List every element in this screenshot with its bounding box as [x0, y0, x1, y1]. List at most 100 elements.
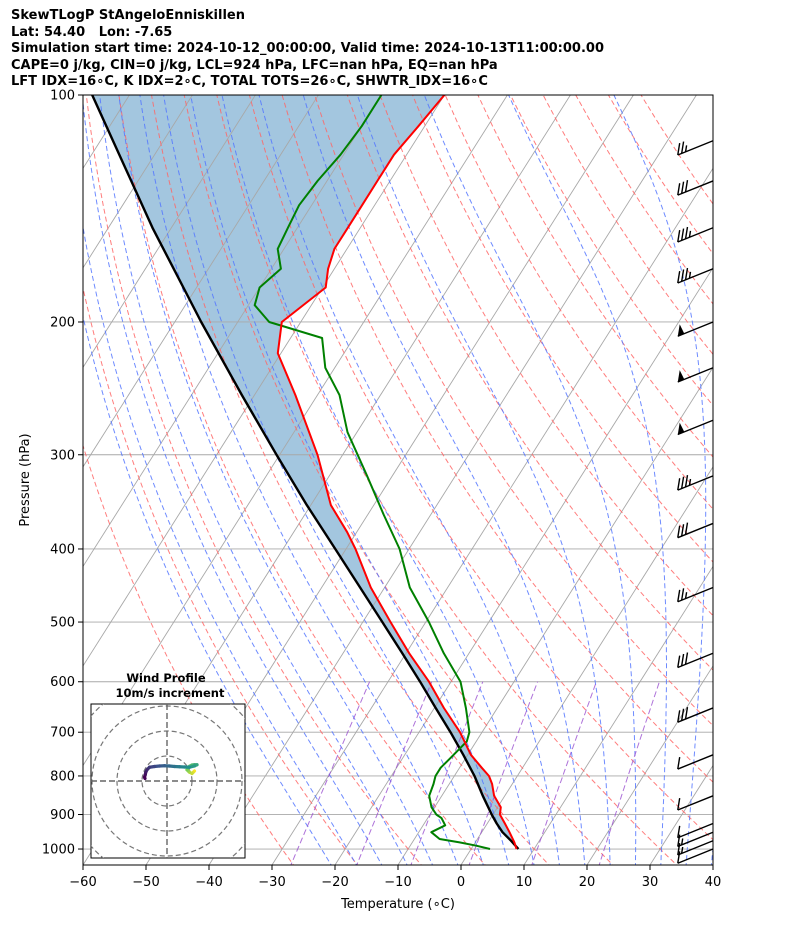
y-tick-label: 200	[50, 315, 75, 330]
wind-barb	[677, 652, 714, 669]
isotherm-line	[334, 267, 713, 865]
parcel-profile-line	[91, 95, 520, 850]
dry-adiabat-line	[379, 95, 713, 617]
dry-adiabat-line	[575, 95, 713, 305]
dry-adiabat-line	[83, 443, 295, 865]
dry-adiabat-line	[314, 95, 713, 727]
moist-adiabat-line	[83, 224, 358, 865]
dry-adiabat-line	[281, 95, 713, 783]
wind-barb	[677, 522, 714, 539]
dry-adiabat-line	[248, 95, 713, 841]
wind-barb	[677, 848, 714, 864]
temperature-line	[276, 95, 518, 850]
title-line-cape: CAPE=0 j/kg, CIN=0 j/kg, LCL=924 hPa, LF…	[11, 57, 498, 73]
x-tick-label: −60	[69, 875, 96, 890]
mixing-ratio-line	[468, 681, 539, 865]
dry-adiabat-line	[183, 95, 614, 865]
isotherm-line	[83, 95, 319, 468]
dry-adiabat-line	[412, 95, 713, 563]
figure-title: SkewTLogP StAngeloEnniskillen Lat: 54.40…	[11, 8, 604, 91]
wind-barb	[677, 419, 714, 436]
moist-adiabat-line	[99, 95, 408, 865]
isotherm-line	[83, 95, 193, 269]
moist-adiabat-line	[736, 95, 794, 868]
y-tick-label: 700	[50, 726, 75, 741]
y-tick-label: 100	[50, 89, 75, 104]
isotherm-line	[712, 864, 713, 865]
wind-barb	[677, 367, 714, 383]
wind-barb	[677, 840, 714, 856]
title-line-station: SkewTLogP StAngeloEnniskillen	[11, 8, 245, 23]
x-tick-label: −50	[132, 875, 159, 890]
x-tick-label: 30	[642, 875, 659, 890]
wind-barb	[677, 754, 714, 770]
isotherm-line	[523, 565, 713, 865]
x-tick-label: −40	[195, 875, 222, 890]
moist-adiabat-line	[118, 95, 434, 865]
isotherm-line	[83, 95, 382, 568]
mixing-ratio-line	[598, 681, 660, 865]
wind-barb	[677, 474, 714, 491]
wind-barb	[677, 180, 714, 196]
x-tick-label: −30	[258, 875, 285, 890]
moist-adiabat-line	[83, 97, 383, 865]
dry-adiabat-line	[83, 286, 359, 865]
dry-adiabat-line	[346, 95, 713, 671]
wind-barb	[677, 321, 714, 337]
hodograph-subtitle: 10m/s increment	[116, 686, 225, 700]
dry-adiabat-line	[118, 95, 486, 865]
hodograph-title: Wind Profile	[126, 671, 206, 685]
y-tick-label: 900	[50, 808, 75, 823]
x-tick-label: 0	[457, 875, 465, 890]
mixing-ratio-line	[531, 681, 597, 865]
wind-barb	[677, 140, 714, 156]
moist-adiabat-line	[613, 95, 707, 865]
moist-adiabat-line	[302, 95, 586, 865]
y-tick-label: 300	[50, 448, 75, 463]
isotherm-line	[83, 95, 445, 667]
moist-adiabat-line	[423, 95, 637, 865]
isotherm-line	[397, 366, 713, 865]
y-tick-label: 500	[50, 616, 75, 631]
moist-adiabat-line	[163, 95, 484, 865]
dry-adiabat-line	[216, 95, 678, 865]
moist-adiabat-line	[221, 95, 535, 865]
wind-barb	[677, 267, 714, 284]
dry-adiabat-line	[444, 95, 713, 510]
dry-adiabat-line	[477, 95, 713, 458]
isotherm-line	[460, 466, 713, 865]
wind-barb	[677, 707, 714, 723]
isotherm-line	[649, 764, 713, 865]
isotherm-line	[271, 167, 713, 865]
moist-adiabat-line	[356, 95, 611, 865]
mixing-ratio-line	[356, 681, 433, 865]
wind-barbs-layer	[677, 140, 714, 864]
moist-adiabat-line	[190, 95, 510, 865]
x-tick-label: −20	[321, 875, 348, 890]
x-tick-label: 10	[516, 875, 533, 890]
y-tick-label: 1000	[42, 843, 75, 858]
x-tick-label: −10	[384, 875, 411, 890]
y-tick-label: 400	[50, 542, 75, 557]
profile-lines-layer	[91, 95, 520, 850]
dry-adiabat-line	[151, 95, 550, 865]
dry-adiabat-line	[640, 95, 713, 205]
title-line-indices: LFT IDX=16∘C, K IDX=2∘C, TOTAL TOTS=26∘C…	[11, 74, 488, 90]
hodograph-inset	[90, 703, 246, 859]
wind-barb	[677, 822, 714, 839]
wind-barb	[677, 795, 714, 811]
title-line-location: Lat: 54.40 Lon: -7.65	[11, 24, 173, 40]
y-axis-label: Pressure (hPa)	[18, 433, 33, 526]
dewpoint-line	[253, 95, 491, 850]
y-tick-label: 800	[50, 769, 75, 784]
isotherm-line	[0, 95, 66, 865]
isotherm-line	[208, 95, 697, 865]
y-tick-label: 600	[50, 675, 75, 690]
moist-adiabat-line	[83, 314, 332, 865]
hodograph-trace	[142, 775, 147, 781]
isotherm-line	[83, 95, 256, 369]
wind-barb	[677, 226, 714, 243]
dry-adiabat-line	[510, 95, 713, 407]
wind-barb	[677, 831, 714, 848]
